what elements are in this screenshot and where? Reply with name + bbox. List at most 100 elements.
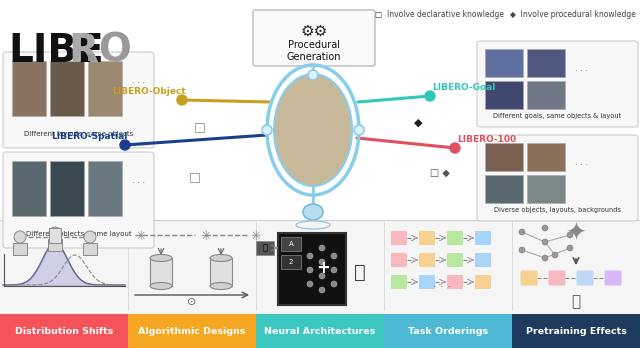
FancyBboxPatch shape (475, 231, 491, 245)
FancyBboxPatch shape (281, 237, 301, 251)
Ellipse shape (210, 254, 232, 261)
Circle shape (307, 253, 313, 259)
Bar (50, 161, 84, 216)
Circle shape (354, 125, 364, 135)
FancyBboxPatch shape (391, 253, 407, 267)
Text: LIBE: LIBE (8, 32, 104, 70)
Text: Distribution Shifts: Distribution Shifts (15, 326, 113, 335)
Text: 2: 2 (289, 259, 293, 265)
Bar (278, 233, 346, 305)
Text: LIBERO-100: LIBERO-100 (457, 135, 516, 144)
Text: 🔍: 🔍 (572, 294, 580, 309)
Bar (49, 228, 61, 243)
Text: · · ·: · · · (132, 79, 145, 87)
Text: LIBERO-Goal: LIBERO-Goal (432, 83, 495, 92)
Circle shape (49, 227, 61, 239)
Text: · · ·: · · · (575, 161, 588, 171)
Bar (88, 61, 122, 116)
Circle shape (567, 245, 573, 251)
Text: ✳: ✳ (135, 230, 145, 243)
Bar (83, 243, 97, 255)
Text: □: □ (194, 120, 206, 133)
Bar (485, 143, 523, 171)
Circle shape (450, 143, 460, 153)
Text: Algorithmic Designs: Algorithmic Designs (138, 326, 246, 335)
Circle shape (319, 259, 325, 265)
FancyBboxPatch shape (477, 41, 638, 127)
Ellipse shape (150, 254, 172, 261)
Text: Diverse objects, layouts, backgrounds: Diverse objects, layouts, backgrounds (494, 207, 621, 213)
Text: ◆: ◆ (413, 118, 422, 128)
Bar (12, 161, 46, 216)
FancyBboxPatch shape (419, 231, 435, 245)
Bar (0, 0, 640, 220)
Text: □  Involve declarative knowledge: □ Involve declarative knowledge (375, 10, 504, 19)
Text: ⚙⚙: ⚙⚙ (300, 24, 328, 39)
FancyBboxPatch shape (3, 152, 154, 248)
Ellipse shape (274, 74, 352, 186)
Ellipse shape (150, 283, 172, 290)
Bar (150, 258, 172, 286)
Bar (13, 243, 27, 255)
Circle shape (519, 247, 525, 253)
Bar (256, 314, 384, 348)
FancyBboxPatch shape (253, 10, 375, 66)
Bar (0, 314, 128, 348)
Ellipse shape (303, 204, 323, 220)
Bar (128, 314, 256, 348)
Circle shape (262, 125, 272, 135)
Circle shape (331, 281, 337, 287)
Bar (0, 220, 640, 348)
Bar (527, 143, 565, 171)
Text: ✳: ✳ (250, 230, 260, 243)
Text: Different objects, same layout: Different objects, same layout (26, 231, 131, 237)
Circle shape (542, 239, 548, 245)
Text: ◆  Involve procedural knowledge: ◆ Involve procedural knowledge (510, 10, 636, 19)
FancyBboxPatch shape (391, 231, 407, 245)
Bar (210, 258, 232, 286)
Bar (50, 61, 84, 116)
FancyBboxPatch shape (419, 275, 435, 289)
FancyBboxPatch shape (447, 253, 463, 267)
Bar (12, 61, 46, 116)
Ellipse shape (210, 283, 232, 290)
FancyBboxPatch shape (281, 255, 301, 269)
Text: · · ·: · · · (575, 68, 588, 77)
FancyBboxPatch shape (475, 253, 491, 267)
Bar (485, 49, 523, 77)
FancyBboxPatch shape (605, 270, 621, 285)
FancyBboxPatch shape (391, 275, 407, 289)
Bar (48, 239, 62, 251)
FancyBboxPatch shape (520, 270, 538, 285)
FancyBboxPatch shape (477, 135, 638, 221)
Text: · · ·: · · · (132, 179, 145, 188)
Circle shape (331, 253, 337, 259)
Text: □: □ (189, 170, 201, 183)
Text: Procedural
Generation: Procedural Generation (287, 40, 341, 62)
Circle shape (425, 91, 435, 101)
Text: · · ·: · · · (433, 282, 451, 292)
Circle shape (307, 267, 313, 273)
Bar (485, 175, 523, 203)
FancyBboxPatch shape (475, 275, 491, 289)
Bar (527, 175, 565, 203)
Text: LIBERO-Spatial: LIBERO-Spatial (52, 132, 128, 141)
Bar (88, 161, 122, 216)
Text: R: R (68, 32, 98, 70)
FancyBboxPatch shape (548, 270, 566, 285)
Circle shape (319, 273, 325, 279)
Circle shape (319, 245, 325, 251)
Circle shape (567, 232, 573, 238)
Bar (527, 49, 565, 77)
FancyBboxPatch shape (419, 253, 435, 267)
Circle shape (120, 140, 130, 150)
Text: .O: .O (84, 32, 132, 70)
FancyBboxPatch shape (577, 270, 593, 285)
Bar (512, 314, 640, 348)
FancyBboxPatch shape (447, 275, 463, 289)
Text: LIBERO-Object: LIBERO-Object (112, 87, 186, 96)
Text: 🦾: 🦾 (354, 263, 365, 282)
Circle shape (552, 252, 558, 258)
Text: 🖼: 🖼 (262, 244, 268, 253)
Text: ✦: ✦ (566, 222, 586, 246)
